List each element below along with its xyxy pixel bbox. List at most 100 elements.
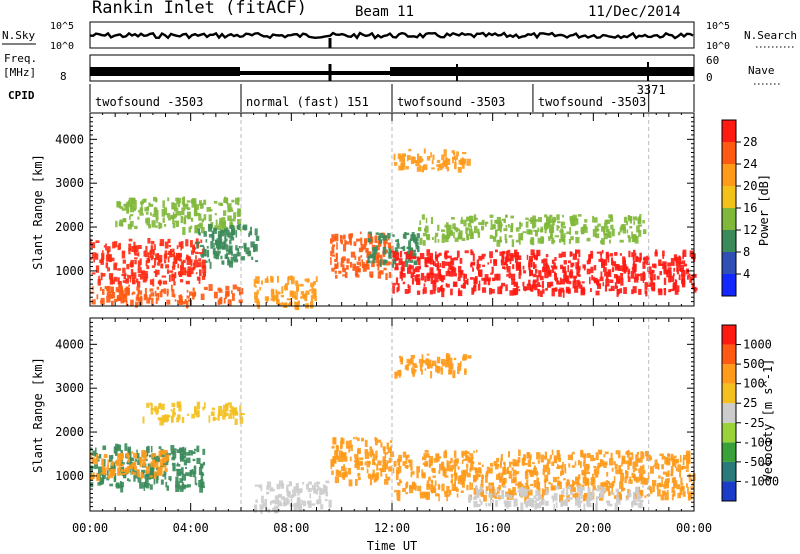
data-cell	[447, 255, 452, 259]
data-cell	[186, 289, 189, 293]
data-cell	[610, 452, 613, 460]
data-cell	[370, 449, 374, 453]
data-cell	[237, 248, 240, 254]
colorbar-swatch	[722, 383, 736, 404]
data-cell	[176, 449, 181, 453]
data-cell	[510, 494, 513, 500]
data-cell	[532, 462, 535, 465]
data-cell	[533, 495, 537, 499]
data-cell	[537, 459, 540, 464]
data-cell	[286, 490, 291, 494]
data-cell	[100, 472, 103, 475]
data-cell	[595, 468, 598, 473]
data-cell	[514, 252, 520, 260]
data-cell	[201, 275, 206, 280]
data-cell	[277, 506, 279, 513]
data-cell	[683, 263, 688, 267]
data-cell	[377, 254, 380, 262]
data-cell	[648, 266, 652, 275]
data-cell	[153, 477, 156, 485]
data-cell	[680, 466, 684, 470]
data-cell	[658, 259, 662, 266]
data-cell	[152, 213, 157, 217]
data-cell	[115, 287, 119, 293]
data-cell	[671, 465, 674, 474]
data-cell	[625, 471, 628, 474]
data-cell	[499, 476, 503, 481]
data-cell	[228, 249, 233, 255]
data-cell	[620, 278, 624, 286]
data-cell	[162, 280, 168, 285]
data-cell	[592, 215, 595, 223]
data-cell	[693, 286, 697, 293]
data-cell	[474, 470, 477, 474]
data-cell	[626, 229, 629, 234]
data-cell	[604, 451, 609, 455]
data-cell	[404, 232, 407, 239]
data-cell	[369, 446, 372, 451]
data-cell	[517, 481, 521, 489]
data-cell	[437, 261, 439, 269]
data-cell	[132, 272, 137, 279]
data-cell	[441, 359, 446, 364]
data-cell	[574, 286, 579, 293]
data-cell	[215, 253, 220, 260]
data-cell	[623, 216, 628, 223]
data-cell	[236, 225, 239, 230]
data-cell	[631, 231, 633, 239]
data-cell	[185, 472, 190, 477]
data-cell	[509, 258, 512, 265]
data-cell	[544, 270, 549, 279]
data-cell	[614, 463, 618, 470]
data-cell	[213, 251, 217, 259]
data-cell	[512, 264, 515, 270]
data-cell	[437, 366, 441, 372]
colorbar-swatch	[722, 142, 736, 164]
data-cell	[186, 413, 190, 416]
data-cell	[470, 263, 473, 268]
data-cell	[586, 465, 590, 469]
data-cell	[583, 466, 587, 475]
data-cell	[501, 493, 505, 500]
data-cell	[404, 464, 409, 468]
data-cell	[610, 285, 615, 291]
data-cell	[530, 499, 534, 508]
data-cell	[535, 489, 538, 496]
data-cell	[107, 474, 111, 479]
data-cell	[370, 474, 374, 480]
data-cell	[453, 281, 457, 287]
data-cell	[653, 274, 656, 281]
data-cell	[468, 496, 472, 501]
data-cell	[681, 274, 685, 283]
data-cell	[646, 454, 651, 461]
data-cell	[119, 206, 124, 209]
data-cell	[181, 448, 185, 451]
data-cell	[100, 297, 105, 305]
data-cell	[150, 212, 152, 216]
data-cell	[228, 413, 233, 419]
data-cell	[461, 480, 465, 488]
data-cell	[417, 485, 422, 492]
data-cell	[509, 290, 514, 296]
data-cell	[190, 267, 194, 275]
data-cell	[619, 239, 624, 243]
data-cell	[153, 465, 156, 468]
data-cell	[541, 498, 545, 506]
data-cell	[402, 281, 406, 285]
data-cell	[547, 458, 551, 464]
data-cell	[557, 221, 561, 224]
data-cell	[580, 450, 584, 456]
data-cell	[224, 234, 227, 240]
data-cell	[298, 505, 303, 512]
data-cell	[526, 254, 529, 260]
data-cell	[226, 197, 229, 205]
data-cell	[367, 238, 373, 243]
data-cell	[186, 257, 191, 265]
data-cell	[575, 476, 580, 485]
data-cell	[128, 238, 133, 242]
data-cell	[159, 239, 165, 247]
data-cell	[168, 244, 171, 248]
data-cell	[119, 201, 122, 208]
data-cell	[193, 266, 196, 270]
